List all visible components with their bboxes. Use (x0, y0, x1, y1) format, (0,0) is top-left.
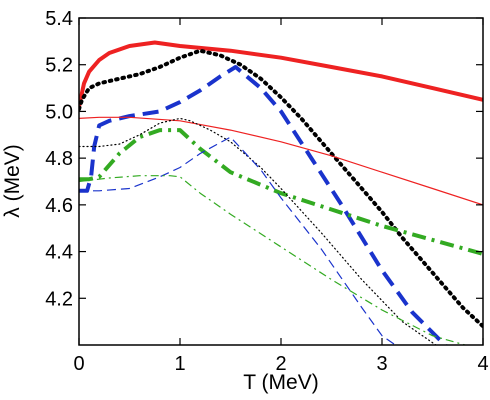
x-tick-label: 2 (275, 353, 286, 375)
y-tick-label: 4.4 (45, 242, 73, 264)
plot-frame (78, 17, 484, 346)
x-tick-label: 1 (174, 353, 185, 375)
tick-layer: 0 1 2 3 4 4.2 4.4 4.6 4.8 5.0 5.2 5.4 (45, 8, 488, 375)
y-tick-label: 5.0 (45, 101, 73, 123)
y-axis-title: λ (MeV) (1, 144, 24, 218)
x-tick-label: 3 (376, 353, 387, 375)
y-tick-label: 4.8 (45, 148, 73, 170)
y-tick-label: 4.6 (45, 195, 73, 217)
series-line-2 (79, 48, 483, 329)
x-tick-label: 0 (73, 353, 84, 375)
y-tick-label: 4.2 (45, 288, 73, 310)
series-layer (79, 40, 483, 345)
series-line-7 (79, 136, 397, 345)
x-tick-label: 4 (477, 353, 488, 375)
y-tick-label: 5.2 (45, 55, 73, 77)
series-line-4 (79, 128, 483, 256)
series-line-6 (79, 117, 437, 345)
series-line-8 (79, 175, 468, 345)
series-line-5 (79, 116, 483, 206)
series-line-1 (79, 40, 483, 108)
series-line-3 (79, 65, 448, 345)
y-tick-label: 5.4 (45, 8, 73, 30)
x-axis-title: T (MeV) (243, 371, 318, 394)
